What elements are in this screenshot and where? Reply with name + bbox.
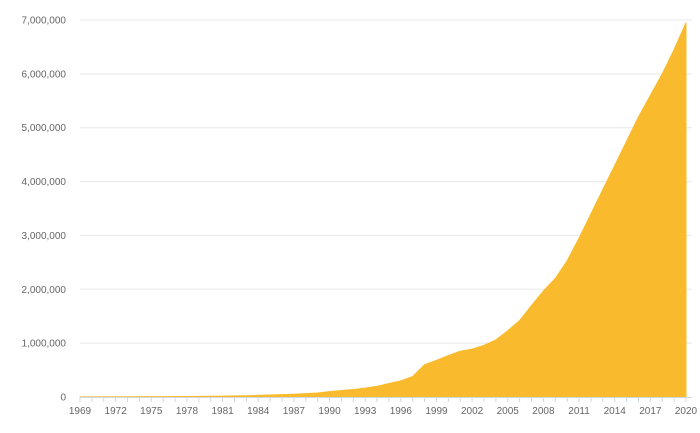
x-tick-label: 2002	[461, 406, 484, 417]
x-tick-label: 1990	[318, 406, 341, 417]
x-tick-label: 1972	[105, 406, 128, 417]
area-fill	[79, 22, 687, 398]
y-tick-label: 0	[60, 393, 66, 404]
x-axis-ticks: 1969 1972 1975 1978 1981 1984 1987 1990 1993 1996…	[69, 397, 698, 417]
x-tick-label: 1987	[283, 406, 306, 417]
y-tick-label: 2,000,000	[22, 285, 67, 296]
y-tick-label: 3,000,000	[22, 231, 67, 242]
x-tick-label: 2017	[639, 406, 662, 417]
x-tick-label: 2020	[675, 406, 698, 417]
area-series	[79, 22, 687, 398]
x-tick-label: 2011	[568, 406, 590, 417]
x-tick-label: 1999	[425, 406, 448, 417]
x-tick-label: 1969	[69, 406, 92, 417]
x-tick-label: 1984	[247, 406, 270, 417]
x-tick-label: 2008	[532, 406, 555, 417]
grid-lines	[80, 19, 692, 344]
y-tick-label: 7,000,000	[22, 16, 67, 27]
y-tick-label: 1,000,000	[22, 339, 67, 350]
y-tick-label: 5,000,000	[22, 123, 67, 134]
y-tick-label: 6,000,000	[22, 69, 67, 80]
x-tick-label: 2014	[604, 406, 627, 417]
x-tick-label: 2005	[497, 406, 520, 417]
x-tick-label: 1978	[176, 406, 199, 417]
y-axis: 0 1,000,000 2,000,000 3,000,000 4,000,000 5,0…	[22, 16, 67, 404]
x-tick-label: 1996	[390, 406, 413, 417]
x-tick-label: 1993	[354, 406, 377, 417]
x-tick-label: 1981	[211, 406, 234, 417]
y-tick-label: 4,000,000	[22, 177, 67, 188]
x-tick-label: 1975	[140, 406, 163, 417]
